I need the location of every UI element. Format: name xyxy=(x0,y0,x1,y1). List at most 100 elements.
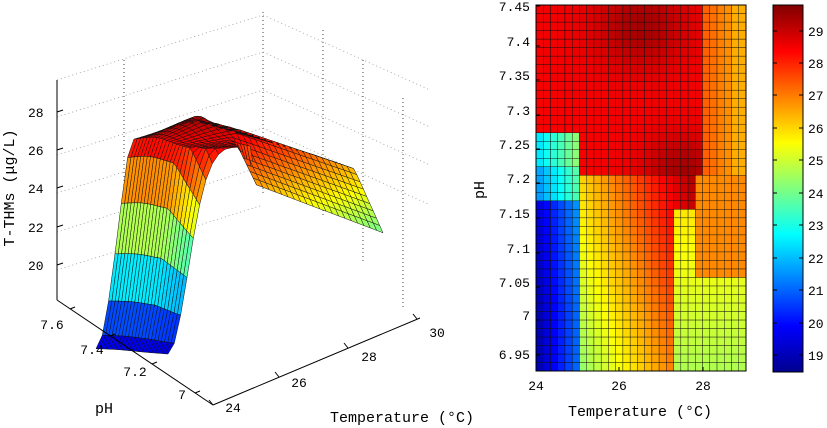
heatmap-cell xyxy=(651,140,660,150)
heatmap-cell xyxy=(629,260,638,270)
heatmap-cell xyxy=(586,166,595,176)
heatmap-cell xyxy=(615,81,624,91)
z-tick: 24 xyxy=(28,182,44,197)
heatmap-cell xyxy=(687,243,696,253)
heatmap-cell xyxy=(738,243,747,253)
heatmap-cell xyxy=(673,81,682,91)
heatmap-cell xyxy=(716,319,725,329)
heatmap-cell xyxy=(586,30,595,40)
heatmap-cell xyxy=(629,183,638,193)
heatmap-cell xyxy=(629,13,638,23)
heatmap-cell xyxy=(637,277,645,287)
heatmap-cell xyxy=(615,13,624,23)
heatmap-cell xyxy=(571,4,580,14)
heatmap-cell xyxy=(543,64,551,74)
heatmap-cell xyxy=(716,175,725,185)
heatmap-cell xyxy=(579,353,587,363)
heatmap-cell xyxy=(658,302,667,312)
heatmap-cell xyxy=(608,302,616,312)
heatmap-cell xyxy=(571,217,580,227)
heatmap-cell xyxy=(629,268,638,278)
heatmap-cell xyxy=(709,115,718,125)
heatmap-cell xyxy=(586,328,595,338)
heatmap-cell xyxy=(702,64,711,74)
heatmap-cell xyxy=(702,234,711,244)
heatmap-cell xyxy=(695,72,703,82)
heatmap-cell xyxy=(600,30,609,40)
heatmap-cell xyxy=(680,140,689,150)
heatmap-cell xyxy=(673,200,682,210)
heatmap-cell xyxy=(564,157,573,167)
heatmap-cell xyxy=(535,13,544,23)
heatmap-cell xyxy=(593,149,602,159)
heatmap-cell xyxy=(687,55,696,65)
heatmap-cell xyxy=(724,294,732,304)
heatmap-cell xyxy=(644,243,653,253)
heatmap-cell xyxy=(738,285,747,295)
heatmap-cell xyxy=(716,72,725,82)
heatmap-cell xyxy=(724,362,732,372)
heatmap-cell xyxy=(687,200,696,210)
heatmap-cell xyxy=(731,123,740,133)
heatmap-cell xyxy=(644,336,653,346)
heatmap-cell xyxy=(658,268,667,278)
heatmap-cell xyxy=(564,47,573,57)
heatmap-cell xyxy=(680,89,689,99)
heatmap-cell xyxy=(535,260,544,270)
heatmap-cell xyxy=(557,209,566,219)
heatmap-cell xyxy=(644,217,653,227)
heatmap-cell xyxy=(695,38,703,48)
heatmap-cell xyxy=(673,234,682,244)
heatmap-cell xyxy=(586,55,595,65)
heatmap-cell xyxy=(702,328,711,338)
heatmap-cell xyxy=(543,277,551,287)
heatmap-cell xyxy=(615,149,624,159)
heatmap-cell xyxy=(724,149,732,159)
heatmap-cell xyxy=(658,123,667,133)
heatmap-cell xyxy=(695,311,703,321)
heatmap-cell xyxy=(702,38,711,48)
heatmap-cell xyxy=(731,302,740,312)
heatmap-cell xyxy=(673,4,682,14)
heatmap-cell xyxy=(622,55,631,65)
heatmap-cell xyxy=(629,149,638,159)
heatmap-cell xyxy=(702,336,711,346)
heatmap-cell xyxy=(579,115,587,125)
heatmap-cell xyxy=(702,30,711,40)
heatmap-cell xyxy=(564,123,573,133)
heatmap-cell xyxy=(586,345,595,355)
heatmap-cell xyxy=(695,209,703,219)
heatmap-cell xyxy=(629,55,638,65)
heatmap-cell xyxy=(738,277,747,287)
heatmap-cell xyxy=(695,157,703,167)
heatmap-cell xyxy=(629,328,638,338)
heatmap-cell xyxy=(550,72,558,82)
heatmap-cell xyxy=(622,336,631,346)
heatmap-cell xyxy=(738,251,747,261)
y-tick-mark xyxy=(151,361,158,365)
heatmap-cell xyxy=(600,285,609,295)
heatmap-cell xyxy=(535,192,544,202)
heatmap-cell xyxy=(571,140,580,150)
heatmap-cell xyxy=(586,38,595,48)
heatmap-cell xyxy=(738,166,747,176)
heatmap-cell xyxy=(543,81,551,91)
heatmap-cell xyxy=(724,328,732,338)
heatmap-cell xyxy=(535,268,544,278)
heatmap-cell xyxy=(731,268,740,278)
heatmap-cell xyxy=(550,285,558,295)
heatmap-cell xyxy=(564,251,573,261)
heatmap-cell xyxy=(731,157,740,167)
heatmap-cell xyxy=(629,132,638,142)
heatmap-cell xyxy=(543,157,551,167)
heatmap-cell xyxy=(658,149,667,159)
heatmap-cell xyxy=(637,234,645,244)
heatmap-cell xyxy=(731,362,740,372)
heatmap-cell xyxy=(651,243,660,253)
heatmap-cell xyxy=(637,30,645,40)
heatmap-cell xyxy=(687,226,696,236)
heatmap-cell xyxy=(687,192,696,202)
colorbar-tick: 22 xyxy=(808,252,824,267)
heatmap-cell xyxy=(680,123,689,133)
heatmap-cell xyxy=(593,285,602,295)
